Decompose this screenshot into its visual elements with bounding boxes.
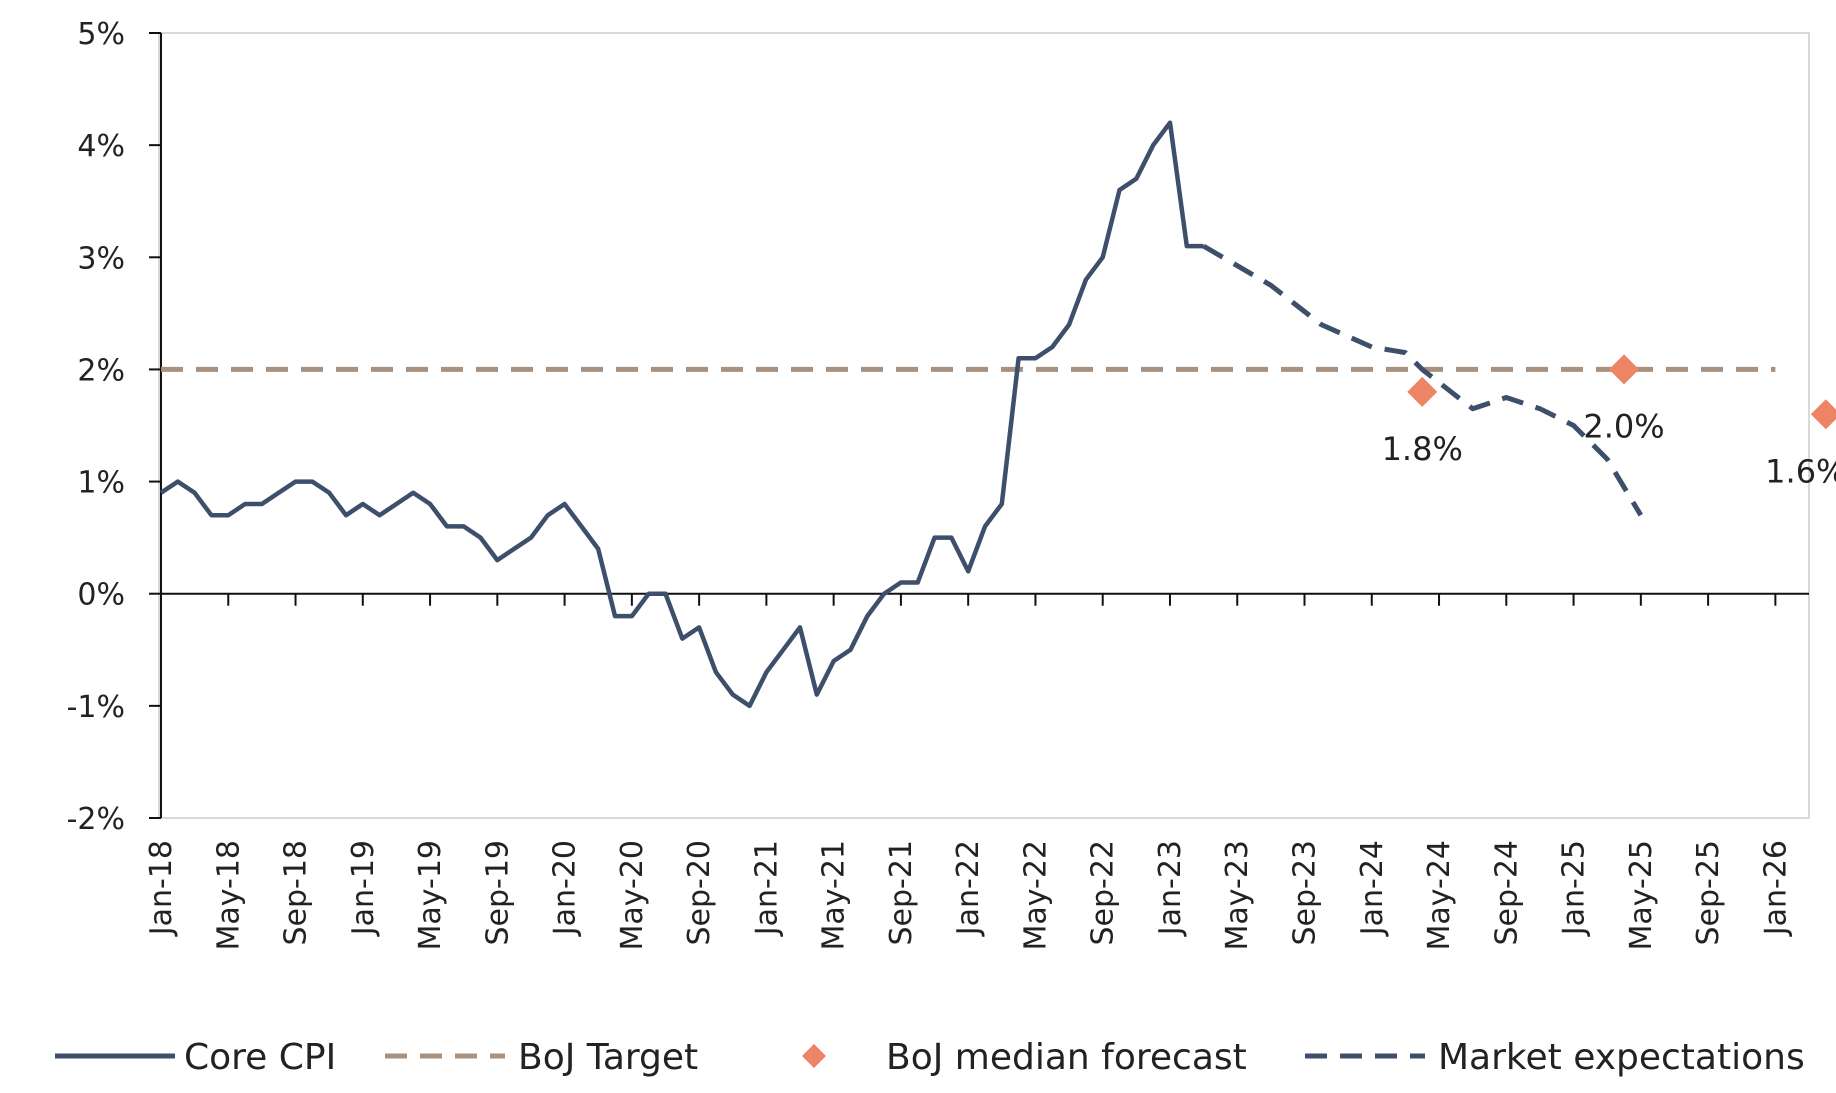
x-tick-label: Sep-19	[480, 840, 515, 946]
plot-area-border	[158, 32, 1810, 819]
legend-label-core-cpi: Core CPI	[184, 1037, 336, 1078]
x-tick-label: Sep-23	[1288, 840, 1323, 946]
series-core-cpi	[159, 120, 1204, 709]
x-tick-label: May-24	[1422, 840, 1457, 951]
forecast-point	[1609, 354, 1640, 385]
forecast-point-label: 1.6%	[1765, 452, 1836, 490]
y-tick-label: 1%	[77, 466, 125, 501]
x-tick-label: May-22	[1018, 840, 1053, 951]
x-tick-label: May-19	[413, 840, 448, 951]
legend-label-market-expectations: Market expectations	[1438, 1037, 1805, 1078]
x-tick-label: Jan-19	[346, 840, 381, 937]
y-tick-label: 5%	[77, 17, 125, 52]
y-tick-label: 3%	[77, 241, 125, 276]
x-tick-label: Sep-22	[1086, 840, 1121, 946]
y-tick-label: 2%	[77, 353, 125, 388]
forecast-point-label: 2.0%	[1583, 407, 1664, 445]
x-tick-label: Sep-25	[1691, 840, 1726, 946]
x-tick-label: May-18	[211, 840, 246, 951]
x-tick-label: Sep-21	[884, 840, 919, 946]
x-tick-label: Jan-23	[1153, 840, 1188, 937]
y-tick-label: 0%	[77, 578, 125, 613]
x-tick-label: Jan-25	[1557, 840, 1592, 937]
x-tick-label: Jan-20	[548, 840, 583, 937]
series-layer	[159, 120, 1776, 709]
x-tick-label: Jan-22	[951, 840, 986, 937]
legend: Core CPI BoJ Target BoJ median forecast Mar…	[55, 1037, 1805, 1078]
x-tick-label: May-21	[817, 840, 852, 951]
x-tick-label: Jan-21	[749, 840, 784, 937]
forecast-point-label: 1.8%	[1382, 430, 1463, 468]
x-tick-label: Jan-24	[1355, 840, 1390, 937]
forecast-points: 1.8% 2.0% 1.6%	[1382, 354, 1836, 490]
x-tick-label: Sep-18	[279, 840, 314, 946]
series-market-expectations	[1202, 243, 1643, 517]
x-axis: Jan-18 May-18 Sep-18 Jan-19 May-19 Sep-19 Jan-…	[144, 592, 1809, 951]
x-tick-label: Jan-18	[144, 840, 179, 937]
y-tick-label: 4%	[77, 129, 125, 164]
legend-swatch-boj-median-forecast	[802, 1044, 826, 1068]
x-tick-label: Jan-26	[1758, 840, 1793, 937]
x-tick-label: May-20	[615, 840, 650, 951]
forecast-point	[1407, 376, 1438, 407]
x-tick-label: May-25	[1624, 840, 1659, 951]
y-tick-label: -1%	[67, 690, 125, 725]
legend-label-boj-target: BoJ Target	[518, 1037, 698, 1078]
y-tick-label: -2%	[67, 802, 125, 837]
legend-label-boj-median-forecast: BoJ median forecast	[886, 1037, 1247, 1078]
x-tick-label: May-23	[1220, 840, 1255, 951]
y-axis: -2% -1% 0% 1% 2% 3% 4% 5%	[67, 17, 162, 837]
x-tick-label: Sep-20	[682, 840, 717, 946]
x-tick-label: Sep-24	[1489, 840, 1524, 946]
forecast-point	[1810, 399, 1836, 430]
